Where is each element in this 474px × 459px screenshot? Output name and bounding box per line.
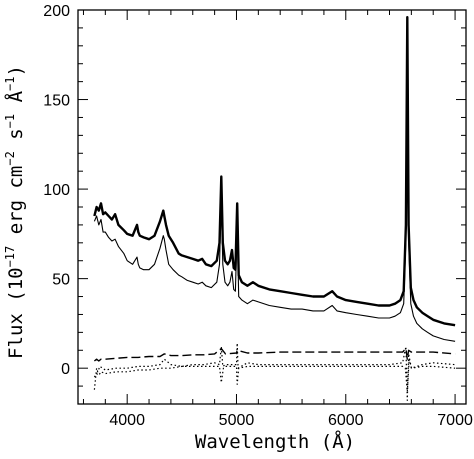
series-line-1 <box>93 16 456 327</box>
x-tick-label: 4000 <box>109 412 145 429</box>
y-tick-label: 0 <box>61 361 70 378</box>
y-tick-label: 150 <box>43 93 70 110</box>
y-tick-label: 100 <box>43 182 70 199</box>
axis-ticks <box>78 9 466 404</box>
series-line-3 <box>93 347 456 362</box>
series-line-2 <box>93 29 456 342</box>
x-axis-title: Wavelength (Å) <box>195 430 355 453</box>
series-layer <box>93 16 456 401</box>
x-tick-label: 7000 <box>437 412 473 429</box>
series-line-5 <box>93 358 456 393</box>
series-line-4 <box>93 342 456 401</box>
y-tick-label: 50 <box>52 272 70 289</box>
x-tick-label: 5000 <box>219 412 255 429</box>
y-axis-title: Flux (10−17 erg cm−2 s−1 Å−1) <box>3 65 27 359</box>
tick-labels: 4000 5000 6000 7000 0 50 100 150 200 <box>43 3 473 429</box>
y-tick-label: 200 <box>43 3 70 20</box>
x-tick-label: 6000 <box>328 412 364 429</box>
